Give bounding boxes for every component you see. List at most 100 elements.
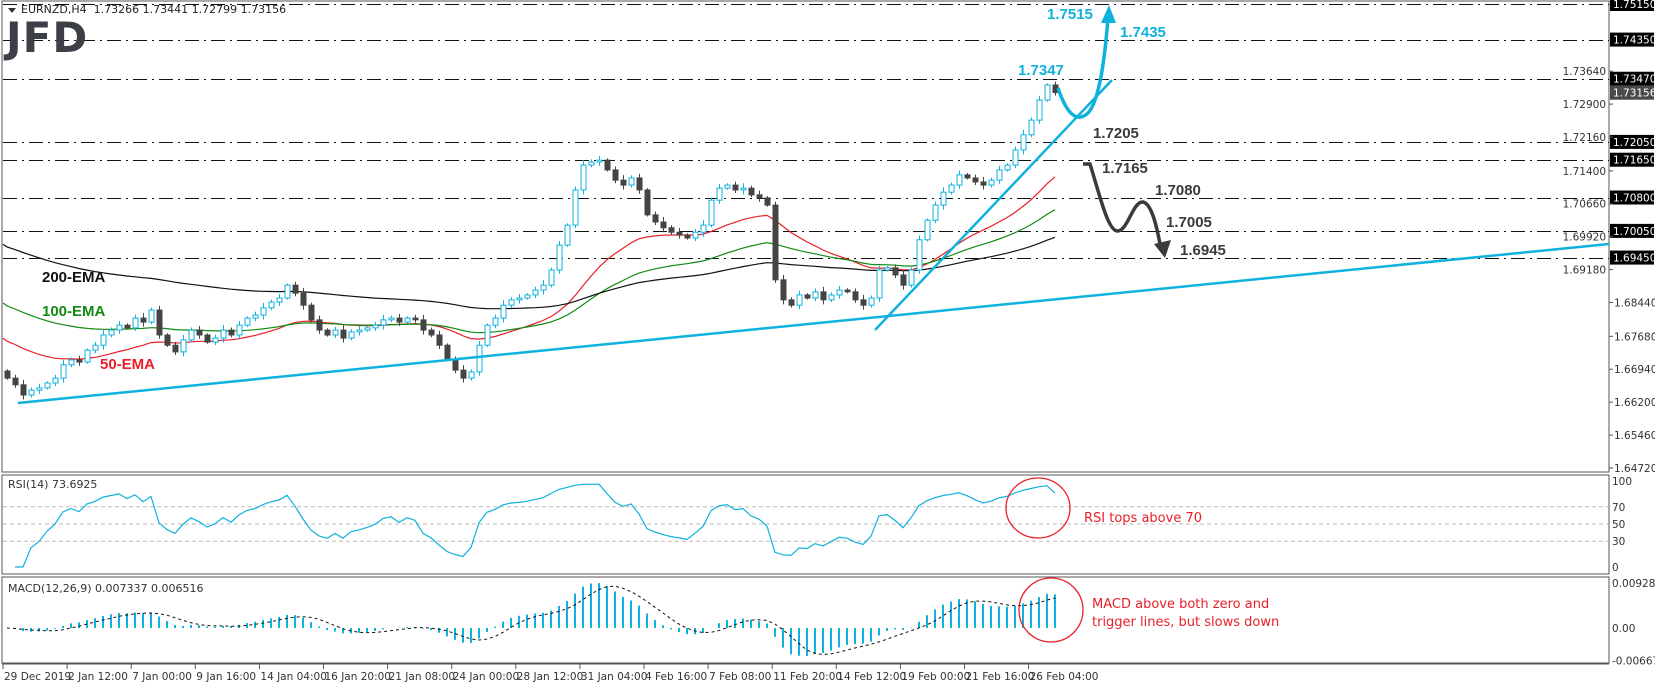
collapse-triangle-icon[interactable] (8, 7, 16, 13)
bear-candle (172, 344, 179, 353)
bear-candle (140, 317, 147, 323)
bull-candle (1004, 164, 1011, 171)
bull-candle (476, 344, 483, 373)
rsi-tick-label: 100 (1612, 476, 1632, 488)
y-tick-label: 1.66940 (1614, 364, 1655, 376)
x-tick-label: 4 Feb 16:00 (645, 671, 707, 683)
bullish-scenario-arrow (1056, 17, 1110, 119)
bull-candle (100, 334, 107, 346)
macd-tick-label: -0.006676 (1612, 655, 1655, 667)
bull-candle (628, 177, 635, 186)
trendlines (17, 5, 1610, 405)
bull-candle (364, 327, 371, 331)
long-term-uptrend-line[interactable] (17, 242, 1610, 405)
bull-candle (956, 174, 963, 186)
bull-candle (188, 329, 195, 341)
y-tick-label: 1.65460 (1614, 430, 1655, 442)
bear-candle (684, 234, 691, 239)
short-term-uptrend-line[interactable] (874, 79, 1113, 331)
bear-candle (756, 194, 763, 199)
bull-candle (180, 339, 187, 353)
x-tick-label: 14 Feb 12:00 (837, 671, 906, 683)
bull-candle (996, 169, 1003, 181)
bull-candle (580, 164, 587, 191)
bull-candle (212, 337, 219, 343)
bull-candle (260, 307, 267, 316)
macd-label: MACD(12,26,9) 0.007337 0.006516 (8, 582, 204, 595)
bull-candle (484, 324, 491, 346)
bull-candle (356, 329, 363, 333)
level-price-box (1610, 0, 1654, 12)
bull-candle (1028, 119, 1035, 136)
ema-label-200: 200-EMA (42, 269, 106, 286)
macd-signal-line (6, 585, 1056, 656)
price-axis: 1.75150 1.74350 1.73470 1.72050 1.71650 1.708… (1563, 0, 1655, 475)
bull-candle (548, 269, 555, 286)
bull-candle (36, 387, 43, 391)
level-price-box (1610, 134, 1654, 149)
candles (4, 81, 1059, 400)
bull-candle (468, 371, 475, 379)
bear-candle (300, 292, 307, 306)
bull-candle (596, 159, 603, 163)
bull-candle (492, 317, 499, 326)
bull-candle (268, 301, 275, 309)
bear-candle (228, 329, 235, 336)
rsi-highlight-circle (1005, 477, 1071, 539)
x-tick-label: 7 Feb 08:00 (709, 671, 771, 683)
bear-candle (428, 329, 435, 336)
y-tick-label: 1.69180 (1563, 265, 1606, 277)
macd-note-line-1: MACD above both zero and (1092, 597, 1269, 612)
y-tick-label: 1.67680 (1614, 331, 1655, 343)
bull-candle (348, 331, 355, 339)
target-label-1: 1.7515 (1047, 6, 1093, 23)
bear-candle (620, 179, 627, 186)
bull-candle (132, 317, 139, 329)
bear-candle (324, 329, 331, 336)
level-price-label: 1.72050 (1613, 137, 1655, 149)
bull-candle (516, 297, 523, 301)
bear-candle (20, 384, 27, 396)
bear-candle (900, 274, 907, 286)
bull-candle (708, 199, 715, 226)
bull-candle (564, 224, 571, 246)
macd-pane-frame (1, 576, 1610, 664)
bear-candle (316, 319, 323, 331)
ema-label-100: 100-EMA (42, 303, 106, 320)
bull-candle (1020, 134, 1027, 151)
bull-candle (116, 324, 123, 331)
bull-candle (44, 382, 51, 389)
bearish-arrowhead-icon (1154, 240, 1171, 258)
bull-candle (276, 297, 283, 303)
support-label-1: 1.7205 (1093, 125, 1139, 142)
x-tick-label: 14 Jan 04:00 (260, 671, 326, 683)
bull-candle (28, 389, 35, 396)
rsi-note: RSI tops above 70 (1084, 511, 1202, 526)
ema-label-50: 50-EMA (100, 356, 155, 373)
y-tick-label: 1.68440 (1614, 298, 1655, 310)
current-price-box (1610, 85, 1654, 100)
rsi-pane-frame (1, 474, 1610, 575)
bear-candle (76, 359, 83, 363)
level-price-box (1610, 32, 1654, 47)
bull-candle (284, 284, 291, 299)
target-label-3: 1.7347 (1018, 62, 1064, 79)
level-price-label: 1.70050 (1613, 226, 1655, 238)
rsi-tick-label: 70 (1612, 502, 1625, 514)
bear-candle (204, 334, 211, 343)
bear-candle (860, 299, 867, 306)
bull-candle (572, 189, 579, 226)
bull-candle (148, 309, 155, 323)
bear-candle (604, 159, 611, 171)
level-price-box (1610, 250, 1654, 265)
bull-candle (828, 294, 835, 301)
x-tick-label: 16 Jan 20:00 (325, 671, 391, 683)
bear-candle (4, 370, 11, 379)
bull-candle (588, 161, 595, 166)
bull-candle (508, 299, 515, 306)
bull-candle (868, 297, 875, 306)
rsi-label: RSI(14) 73.6925 (8, 478, 98, 491)
x-tick-label: 21 Jan 08:00 (389, 671, 455, 683)
macd-highlight-circle (1018, 577, 1084, 643)
